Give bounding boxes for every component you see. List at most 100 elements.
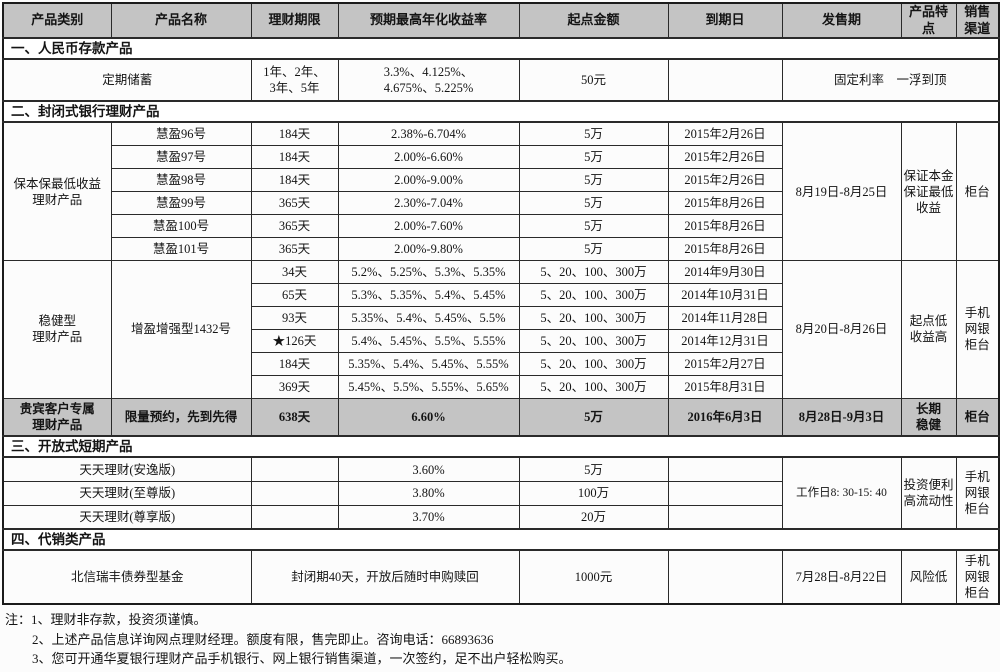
cell-term: 184天 xyxy=(250,121,339,146)
cell-rate: 3.3%、4.125%、 4.675%、5.225% xyxy=(337,58,520,102)
cell-amount: 5、20、100、300万 xyxy=(518,351,669,376)
cell-term-starred: ★126天 xyxy=(250,328,339,353)
cell-maturity: 2015年8月31日 xyxy=(667,374,783,399)
cell-rate: 5.2%、5.25%、5.3%、5.35% xyxy=(337,259,520,284)
table-row: 慧盈98号 184天 2.00%-9.00% 5万 2015年2月26日 xyxy=(3,167,999,192)
cell-rate: 5.3%、5.35%、5.4%、5.45% xyxy=(337,282,520,307)
table-row: 天天理财(安逸版) 3.60% 5万 工作日8: 30-15: 40 投资便利 … xyxy=(2,456,1000,530)
table-row: 稳健型 理财产品 增盈增强型1432号 34天 5.2%、5.25%、5.3%、… xyxy=(2,259,1000,399)
cell-rate: 5.4%、5.45%、5.5%、5.55% xyxy=(337,328,520,353)
cell-amount: 5、20、100、300万 xyxy=(518,328,669,353)
cell-term: 93天 xyxy=(250,305,339,330)
section3-banner: 三、开放式短期产品 xyxy=(2,435,1000,459)
cell-amount: 20万 xyxy=(518,504,669,530)
table-row: 65天 5.3%、5.35%、5.4%、5.45% 5、20、100、300万 … xyxy=(3,282,999,307)
cell-maturity xyxy=(667,504,783,530)
cell-name: 慧盈97号 xyxy=(110,144,252,169)
cell-term: 365天 xyxy=(250,190,339,215)
cell-maturity: 2015年8月26日 xyxy=(667,190,783,215)
cell-maturity: 2014年9月30日 xyxy=(667,259,783,284)
cell-sale-period: 8月28日-9月3日 xyxy=(781,397,902,437)
cell-rate: 2.30%-7.04% xyxy=(337,190,520,215)
cell-name: 慧盈100号 xyxy=(110,213,252,238)
cell-features: 长期 稳健 xyxy=(900,397,957,437)
cell-term-description: 封闭期40天，开放后随时申购赎回 xyxy=(250,549,520,605)
cell-channel: 柜台 xyxy=(955,121,1000,261)
cell-maturity: 2015年2月26日 xyxy=(667,121,783,146)
cell-amount: 5万 xyxy=(518,144,669,169)
cell-amount: 5万 xyxy=(518,213,669,238)
cell-rate: 2.00%-9.00% xyxy=(337,167,520,192)
header-cell-features: 产品特点 xyxy=(900,2,957,40)
header-cell-amount: 起点金额 xyxy=(518,2,669,40)
table-row: 北信瑞丰债券型基金 封闭期40天，开放后随时申购赎回 1000元 7月28日-8… xyxy=(2,549,1000,605)
table-row: 93天 5.35%、5.4%、5.45%、5.5% 5、20、100、300万 … xyxy=(3,305,999,330)
cell-features: 风险低 xyxy=(900,549,957,605)
cell-amount: 5万 xyxy=(518,236,669,261)
cell-term: 365天 xyxy=(250,213,339,238)
header-cell-sale-period: 发售期 xyxy=(781,2,902,40)
cell-rate: 2.00%-9.80% xyxy=(337,236,520,261)
cell-rate: 5.35%、5.4%、5.45%、5.55% xyxy=(337,351,520,376)
vip-row: 贵宾客户专属 理财产品 限量预约，先到先得 638天 6.60% 5万 2016… xyxy=(2,397,1000,437)
cell-rate: 3.60% xyxy=(337,456,520,482)
cell-features: 起点低 收益高 xyxy=(900,259,957,399)
cell-amount: 5万 xyxy=(518,397,669,437)
cell-term: 184天 xyxy=(250,167,339,192)
cell-name: 天天理财(至尊版) xyxy=(2,480,252,506)
cell-maturity: 2015年8月26日 xyxy=(667,213,783,238)
cell-rate: 5.45%、5.5%、5.55%、5.65% xyxy=(337,374,520,399)
cell-category: 保本保最低收益 理财产品 xyxy=(2,121,112,261)
cell-amount: 50元 xyxy=(518,58,669,102)
cell-name: 定期储蓄 xyxy=(2,58,252,102)
cell-channel: 柜台 xyxy=(955,397,1000,437)
cell-category: 稳健型 理财产品 xyxy=(2,259,112,399)
table-row: 天天理财(至尊版) 3.80% 100万 xyxy=(2,480,999,506)
cell-amount: 5万 xyxy=(518,121,669,146)
cell-term: 1年、2年、 3年、5年 xyxy=(250,58,339,102)
header-cell-rate: 预期最高年化收益率 xyxy=(337,2,520,40)
footnotes: 注：1、理财非存款，投资须谨慎。 2、上述产品信息详询网点理财经理。额度有限，售… xyxy=(2,605,1000,669)
cell-term xyxy=(250,456,339,482)
cell-name: 慧盈99号 xyxy=(110,190,252,215)
section2-banner-row: 二、封闭式银行理财产品 xyxy=(2,100,1000,124)
cell-maturity: 2016年6月3日 xyxy=(667,397,783,437)
cell-rate: 3.70% xyxy=(337,504,520,530)
cell-term xyxy=(250,480,339,506)
table-row: 定期储蓄 1年、2年、 3年、5年 3.3%、4.125%、 4.675%、5.… xyxy=(2,58,1000,102)
cell-term: 365天 xyxy=(250,236,339,261)
cell-term: 34天 xyxy=(250,259,339,284)
cell-maturity: 2015年2月27日 xyxy=(667,351,783,376)
header-cell-term: 理财期限 xyxy=(250,2,339,40)
table-row: 慧盈97号 184天 2.00%-6.60% 5万 2015年2月26日 xyxy=(3,144,999,169)
cell-name: 天天理财(安逸版) xyxy=(2,456,252,482)
cell-features: 投资便利 高流动性 xyxy=(900,456,957,530)
header-cell-product-name: 产品名称 xyxy=(110,2,252,40)
cell-amount: 5万 xyxy=(518,190,669,215)
cell-maturity: 2014年11月28日 xyxy=(667,305,783,330)
cell-name: 慧盈98号 xyxy=(110,167,252,192)
cell-amount: 5、20、100、300万 xyxy=(518,259,669,284)
cell-channel: 手机 网银 柜台 xyxy=(955,549,1000,605)
cell-term: 184天 xyxy=(250,144,339,169)
section1-banner-row: 一、人民币存款产品 xyxy=(2,37,1000,61)
section4-banner-row: 四、代销类产品 xyxy=(2,528,1000,552)
section3-banner-row: 三、开放式短期产品 xyxy=(2,435,1000,459)
cell-channel: 手机 网银 柜台 xyxy=(955,259,1000,399)
cell-term: 184天 xyxy=(250,351,339,376)
cell-maturity: 2015年2月26日 xyxy=(667,167,783,192)
cell-rate: 5.35%、5.4%、5.45%、5.5% xyxy=(337,305,520,330)
cell-amount: 5万 xyxy=(518,167,669,192)
header-cell-category: 产品类别 xyxy=(2,2,112,40)
cell-sale-period: 7月28日-8月22日 xyxy=(781,549,902,605)
cell-maturity xyxy=(667,58,783,102)
cell-amount: 5、20、100、300万 xyxy=(518,305,669,330)
header-row: 产品类别 产品名称 理财期限 预期最高年化收益率 起点金额 到期日 发售期 产品… xyxy=(2,2,1000,40)
cell-name: 慧盈101号 xyxy=(110,236,252,261)
cell-name: 北信瑞丰债券型基金 xyxy=(2,549,252,605)
header-cell-channel: 销售 渠道 xyxy=(955,2,1000,40)
cell-amount: 5、20、100、300万 xyxy=(518,374,669,399)
cell-rate: 2.00%-7.60% xyxy=(337,213,520,238)
table-row: 天天理财(尊享版) 3.70% 20万 xyxy=(2,504,999,530)
